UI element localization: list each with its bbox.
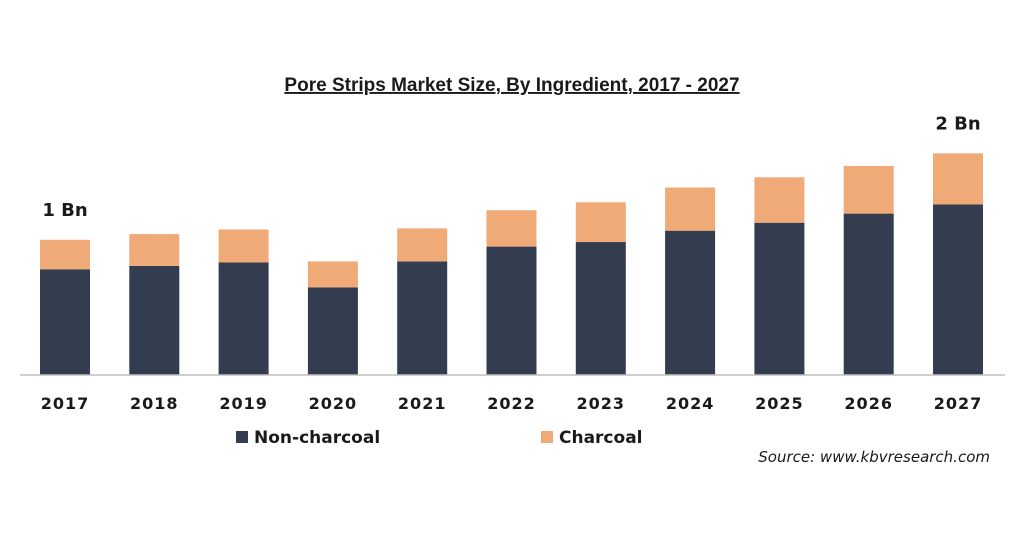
bar-charcoal-2017 (40, 239, 90, 270)
x-tick-label: 2018 (130, 394, 179, 413)
x-tick-label: 2017 (41, 394, 90, 413)
source-note: Source: www.kbvresearch.com (758, 448, 990, 466)
bar-charcoal-2024 (665, 187, 716, 231)
bar-non-charcoal-2027 (933, 204, 983, 375)
x-tick-label: 2025 (755, 394, 804, 413)
legend: Non-charcoal Charcoal (236, 428, 643, 448)
chart-title: Pore Strips Market Size, By Ingredient, … (284, 75, 739, 96)
x-tick-label: 2022 (487, 394, 536, 413)
x-tick-label: 2023 (577, 394, 626, 413)
bar-charcoal-2025 (754, 177, 805, 223)
legend-swatch-non-charcoal (236, 431, 248, 443)
bar-charcoal-2022 (486, 210, 537, 247)
legend-label-non-charcoal: Non-charcoal (254, 428, 380, 448)
data-label-2017: 1 Bn (42, 200, 87, 221)
bar-non-charcoal-2019 (218, 262, 269, 375)
bar-charcoal-2027 (933, 153, 983, 205)
x-tick-label: 2024 (666, 394, 715, 413)
bar-charcoal-2018 (129, 234, 180, 266)
bar-charcoal-2020 (307, 261, 358, 288)
bar-non-charcoal-2025 (754, 222, 805, 375)
x-tick-label: 2019 (219, 394, 268, 413)
legend-swatch-charcoal (541, 431, 553, 443)
data-annotations: 1 Bn 2 Bn (42, 113, 980, 220)
data-label-2027: 2 Bn (935, 113, 980, 134)
x-tick-label: 2027 (934, 394, 983, 413)
bar-charcoal-2021 (397, 228, 448, 262)
x-tick-label: 2020 (309, 394, 358, 413)
bar-non-charcoal-2017 (40, 269, 90, 375)
x-tick-label: 2026 (844, 394, 893, 413)
x-tick-label: 2021 (398, 394, 447, 413)
x-tick-labels: 2017 2018 2019 2020 2021 2022 2023 2024 2025 2026… (41, 394, 983, 413)
bar-charcoal-2023 (575, 202, 626, 243)
legend-label-charcoal: Charcoal (559, 428, 643, 448)
bars-group (40, 153, 983, 375)
bar-non-charcoal-2022 (486, 246, 537, 375)
bar-charcoal-2026 (843, 165, 894, 214)
bar-non-charcoal-2020 (307, 287, 358, 375)
bar-charcoal-2019 (218, 229, 269, 263)
bar-non-charcoal-2021 (397, 261, 448, 375)
bar-non-charcoal-2026 (843, 213, 894, 375)
bar-non-charcoal-2023 (575, 242, 626, 375)
bar-non-charcoal-2018 (129, 265, 180, 375)
bar-non-charcoal-2024 (665, 230, 716, 375)
